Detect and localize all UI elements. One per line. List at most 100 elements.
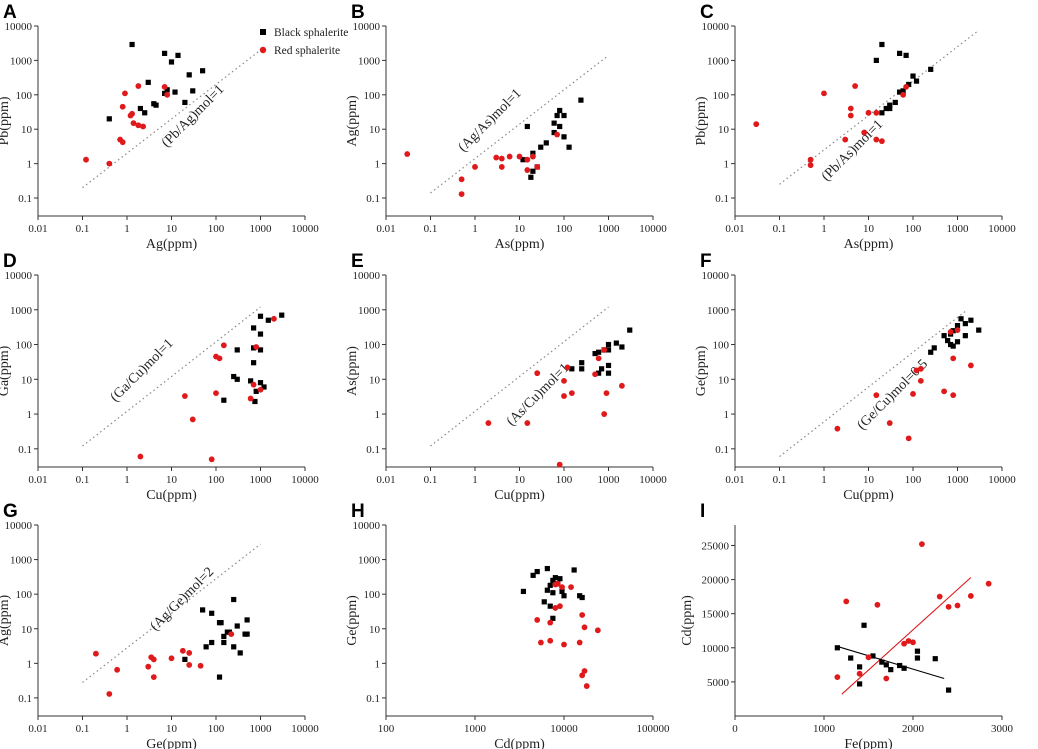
black-sphalerite-point xyxy=(596,349,602,355)
black-sphalerite-point xyxy=(887,105,893,112)
y-tick-label: 10000 xyxy=(353,520,381,532)
black-sphalerite-point xyxy=(248,378,254,384)
y-tick-label: 10 xyxy=(369,374,381,386)
black-sphalerite-point xyxy=(605,362,612,369)
black-sphalerite-point xyxy=(619,344,625,350)
black-sphalerite-point xyxy=(579,366,585,372)
ratio-reference-line xyxy=(430,54,609,194)
black-sphalerite-point xyxy=(592,350,598,357)
black-sphalerite-point xyxy=(221,639,227,646)
black-sphalerite-point xyxy=(142,110,148,116)
x-axis-label: Ag(ppm) xyxy=(146,237,198,252)
x-tick-label: 100 xyxy=(378,723,395,735)
black-sphalerite-point xyxy=(968,317,974,323)
red-sphalerite-point xyxy=(83,156,89,163)
y-tick-label: 10000 xyxy=(702,21,730,33)
red-sphalerite-point xyxy=(130,120,137,127)
black-sphalerite-point xyxy=(106,116,112,122)
x-tick-label: 10 xyxy=(514,223,526,235)
y-tick-label: 10000 xyxy=(5,520,33,532)
black-sphalerite-point xyxy=(524,123,530,130)
red-sphalerite-point xyxy=(119,139,126,146)
black-sphalerite-point xyxy=(605,347,612,353)
y-tick-label: 1 xyxy=(375,658,381,670)
red-sphalerite-point xyxy=(164,91,171,98)
red-sphalerite-point xyxy=(901,640,907,647)
panel-g: 0.01 0.1 1 10 100 1000 10000 0.1 1 10 100 1000 10000… xyxy=(0,501,319,749)
x-tick-label: 10000 xyxy=(639,474,667,486)
black-sphalerite-point xyxy=(203,644,209,650)
black-sphalerite-point xyxy=(190,88,196,94)
red-sphalerite-point xyxy=(537,639,544,646)
x-tick-label: 3000 xyxy=(991,723,1014,735)
red-sphalerite-point xyxy=(592,371,599,378)
black-sphalerite-point xyxy=(897,662,903,669)
red-sphalerite-point xyxy=(910,391,916,397)
black-sphalerite-point xyxy=(520,588,527,595)
black-sphalerite-point xyxy=(848,655,854,661)
black-sphalerite-point xyxy=(534,568,540,575)
y-tick-label: 1 xyxy=(724,159,730,171)
x-axis-label: Cu(ppm) xyxy=(146,488,197,503)
black-sphalerite-point xyxy=(910,73,916,79)
y-tick-label: 100 xyxy=(364,90,381,102)
ratio-reference-line xyxy=(82,543,261,683)
red-sphalerite-point xyxy=(197,662,204,669)
red-sphalerite-point xyxy=(552,605,559,611)
red-sphalerite-point xyxy=(404,151,411,157)
black-sphalerite-point xyxy=(530,168,536,174)
y-tick-label: 10000 xyxy=(353,21,381,33)
black-sphalerite-point xyxy=(928,349,934,355)
black-sphalerite-point xyxy=(559,588,565,595)
black-sphalerite-point xyxy=(571,567,577,573)
black-sphalerite-point xyxy=(251,325,257,331)
black-sphalerite-point xyxy=(928,66,934,72)
y-tick-label: 1 xyxy=(375,409,381,421)
red-sphalerite-point xyxy=(985,580,992,587)
red-sphalerite-point xyxy=(579,672,586,679)
black-sphalerite-point xyxy=(857,681,863,687)
x-tick-label: 0.1 xyxy=(76,474,90,486)
x-tick-label: 1 xyxy=(124,723,130,735)
red-sphalerite-point xyxy=(561,393,567,399)
black-sphalerite-point xyxy=(544,565,550,572)
y-tick-label: 1 xyxy=(27,409,33,421)
black-sphalerite-point xyxy=(172,89,178,95)
red-sphalerite-point xyxy=(967,362,974,369)
red-fit-line xyxy=(841,577,972,695)
black-sphalerite-point xyxy=(892,99,898,106)
black-sphalerite-point xyxy=(544,587,550,593)
red-sphalerite-point xyxy=(524,156,531,163)
red-sphalerite-point xyxy=(576,639,583,646)
x-tick-label: 1 xyxy=(472,474,478,486)
x-tick-label: 1000 xyxy=(250,723,273,735)
y-axis-label: Ge(ppm) xyxy=(345,595,360,646)
red-sphalerite-point xyxy=(919,541,925,547)
black-sphalerite-point xyxy=(168,59,175,65)
x-tick-label: 0.1 xyxy=(424,474,438,486)
black-sphalerite-point xyxy=(257,347,264,353)
red-sphalerite-point xyxy=(524,420,531,426)
ratio-reference-line xyxy=(82,306,261,447)
red-sphalerite-point xyxy=(213,390,219,397)
black-sphalerite-point xyxy=(145,79,151,85)
x-axis-label: Cd(ppm) xyxy=(494,737,545,749)
black-sphalerite-point xyxy=(883,662,889,668)
x-axis-label: Cu(ppm) xyxy=(843,488,894,503)
x-tick-label: 10000 xyxy=(291,474,319,486)
black-sphalerite-point xyxy=(596,370,602,376)
black-sphalerite-point xyxy=(162,50,168,56)
black-sphalerite-point xyxy=(627,327,633,333)
black-sphalerite-point xyxy=(870,653,876,659)
black-sphalerite-point xyxy=(244,617,250,623)
x-tick-label: 10000 xyxy=(291,223,319,235)
black-sphalerite-point xyxy=(914,648,921,654)
red-sphalerite-point xyxy=(186,662,193,668)
x-tick-label: 1000 xyxy=(464,723,487,735)
red-sphalerite-point xyxy=(903,83,910,90)
panel-letter: E xyxy=(351,251,364,272)
x-tick-label: 100 xyxy=(556,474,573,486)
x-tick-label: 0.1 xyxy=(76,723,90,735)
y-tick-label: 10 xyxy=(21,624,33,636)
x-tick-label: 1 xyxy=(472,223,478,235)
